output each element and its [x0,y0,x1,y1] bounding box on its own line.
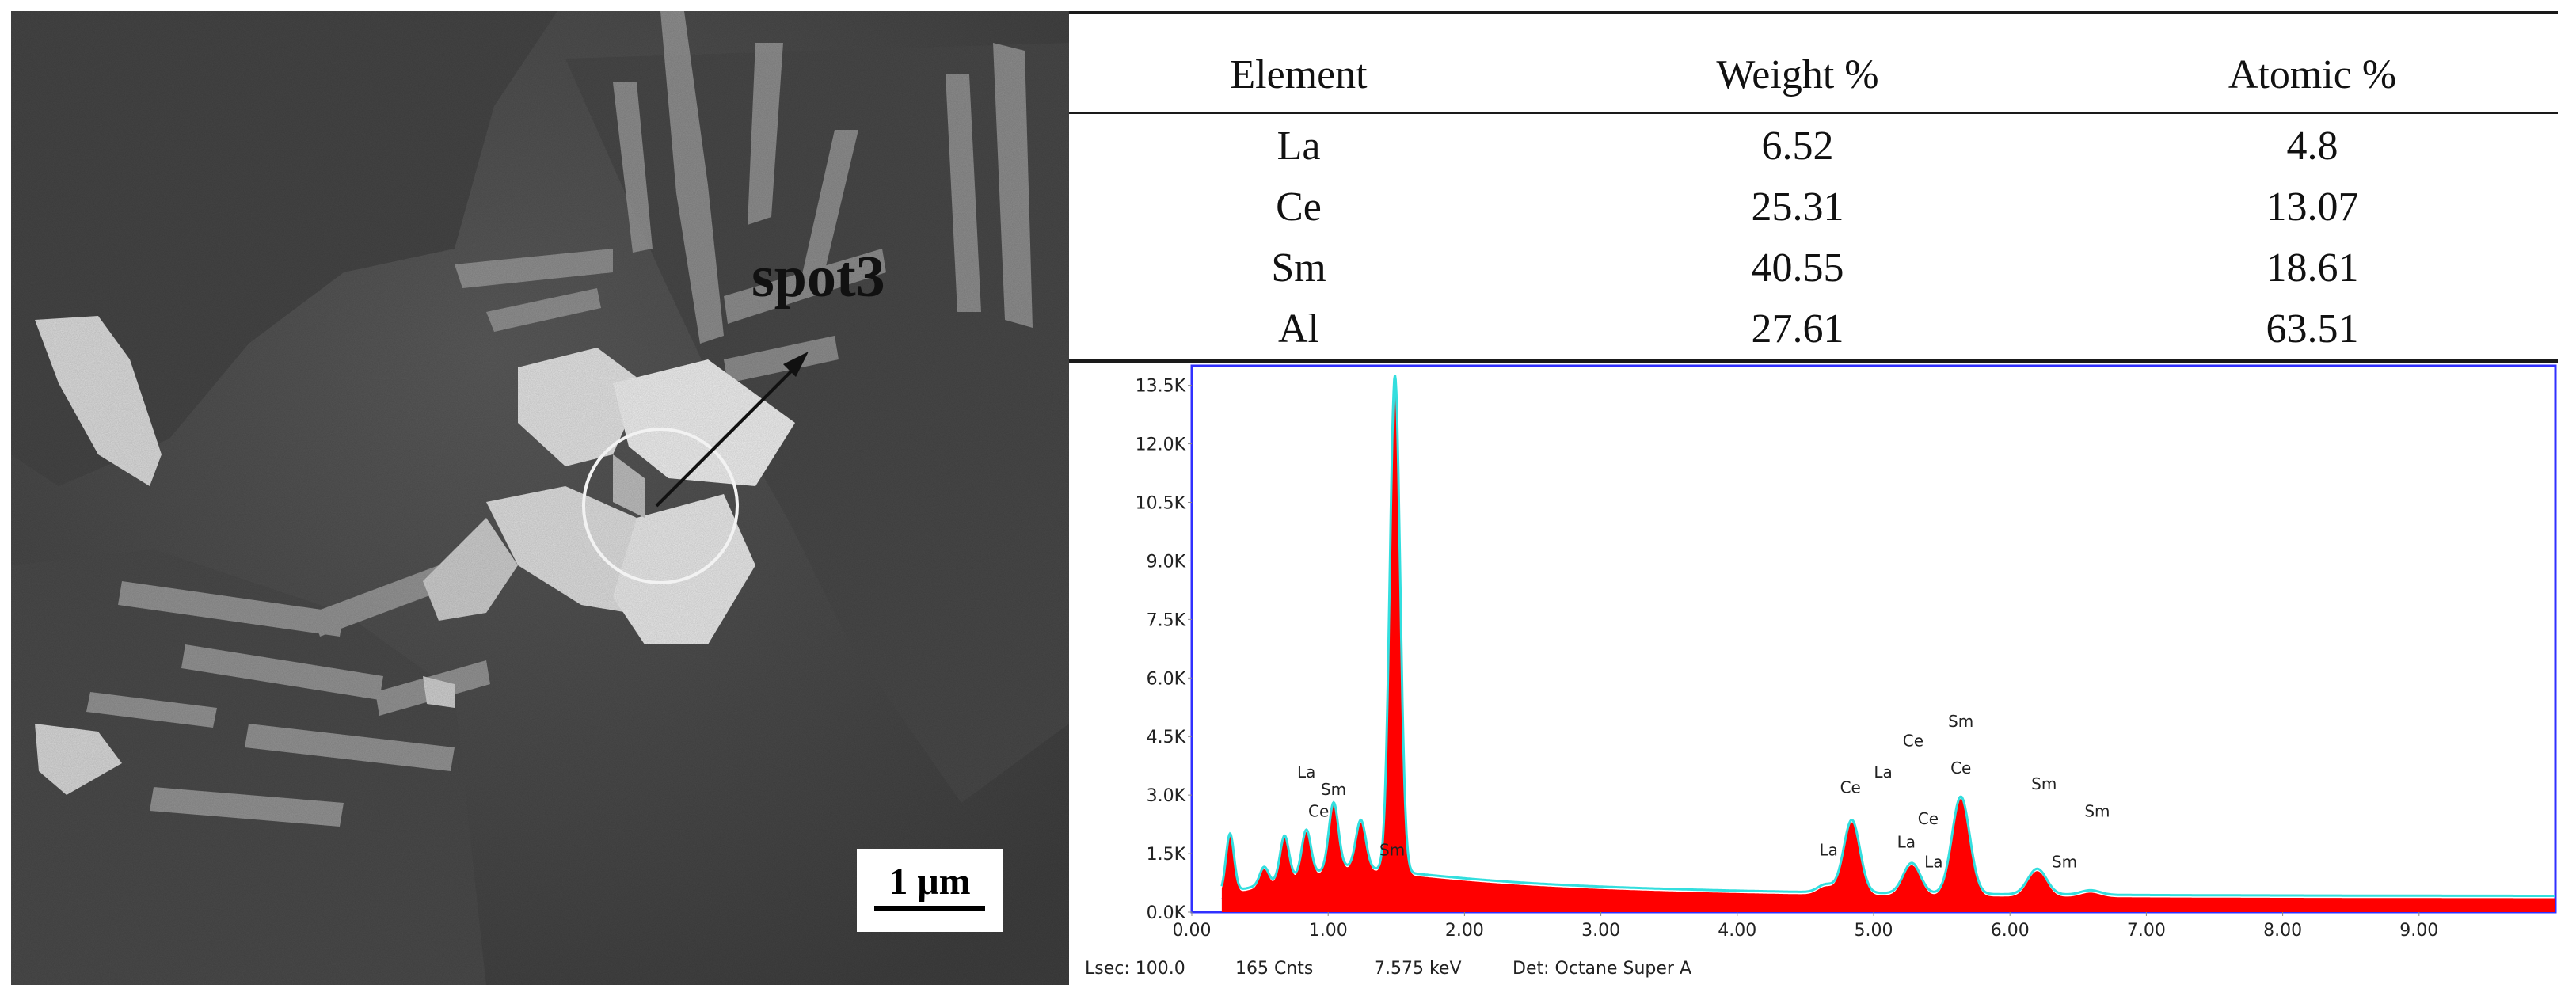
table-bottom-rule [1069,359,2558,363]
footer-det: Det: Octane Super A [1512,959,1691,979]
x-tick-label: 5.00 [1855,921,1893,941]
cell-element: La [1277,124,1321,169]
chart-frame [1190,364,2557,914]
y-tick-label: 13.5K [1136,377,1186,397]
peak-label: Ce [1840,778,1861,797]
peak-label: La [1924,852,1942,871]
scale-bar-box [857,849,1003,932]
table-top-rule [1069,11,2558,14]
y-tick-label: 10.5K [1136,494,1186,514]
cell-weight: 40.55 [1751,245,1844,291]
peak-label: La [1297,762,1315,781]
y-tick-label: 1.5K [1147,845,1186,865]
y-axis: 0.0K 1.5K 3.0K 4.5K 6.0K 7.5K 9.0K 10.5K 12.0K 13… [1136,377,1192,923]
peak-label: La [1897,833,1916,852]
cell-element: Sm [1271,245,1326,291]
cell-atomic: 13.07 [2266,184,2359,230]
cell-element: Al [1278,306,1319,352]
header-weight: Weight % [1716,52,1879,97]
footer-cnts: 165 Cnts [1235,959,1313,979]
x-tick-label: 0.00 [1173,921,1212,941]
spot-label: spot3 [751,245,885,310]
x-tick-label: 1.00 [1309,921,1348,941]
header-element: Element [1230,52,1368,97]
x-axis: 0.00 1.00 2.00 3.00 4.00 5.00 6.00 7.00 8.00 9.00 [1173,912,2438,941]
cell-weight: 27.61 [1751,306,1844,352]
footer-kev: 7.575 keV [1374,959,1462,979]
table-header-rule [1069,112,2558,114]
peak-label: Sm [1321,780,1346,799]
peak-label: Sm [2031,774,2057,793]
peak-label: La [1819,841,1837,860]
footer-lsec: Lsec: 100.0 [1085,959,1185,979]
peak-label: Ce [1903,732,1923,751]
y-tick-label: 3.0K [1147,786,1186,806]
spectrum-fill [1221,377,2555,912]
x-tick-label: 2.00 [1445,921,1484,941]
y-tick-label: 0.0K [1147,903,1186,923]
header-atomic: Atomic % [2228,52,2397,97]
y-tick-label: 7.5K [1147,610,1186,630]
peak-label: Ce [1308,801,1329,820]
peak-label: La [1874,762,1892,781]
y-tick-label: 6.0K [1147,669,1186,689]
cell-atomic: 4.8 [2286,124,2338,169]
cell-weight: 25.31 [1751,184,1844,230]
x-tick-label: 9.00 [2399,921,2438,941]
y-tick-label: 9.0K [1147,552,1186,572]
cell-atomic: 63.51 [2266,306,2359,352]
x-tick-label: 8.00 [2263,921,2302,941]
peak-label: Sm [1379,841,1405,860]
sem-micrograph: spot3 1 μm [11,11,1069,985]
peak-label: Sm [2084,801,2110,820]
spot-arrow [655,370,793,508]
y-tick-label: 12.0K [1136,435,1186,455]
cell-weight: 6.52 [1761,124,1834,169]
peak-label: Ce [1918,809,1939,828]
peak-labels: AlLaSmCeSmLaCeLaCeLaCeLaSmCeSmSmSm [1297,712,2110,871]
peak-label: Sm [2052,852,2077,871]
spectrum-footer: Lsec: 100.0 165 Cnts 7.575 keV Det: Octa… [1085,959,1691,979]
spectrum-outline [1220,375,2555,897]
cell-atomic: 18.61 [2266,245,2359,291]
peak-label: Sm [1948,712,1973,731]
x-tick-label: 6.00 [1991,921,2030,941]
x-tick-label: 4.00 [1718,921,1756,941]
spot-arrow-head [783,352,809,377]
cell-element: Ce [1276,184,1322,230]
y-tick-label: 4.5K [1147,728,1186,747]
x-tick-label: 3.00 [1581,921,1620,941]
peak-label: Ce [1950,759,1971,778]
x-tick-label: 7.00 [2127,921,2166,941]
scale-bar-label: 1 μm [888,861,970,903]
eds-spectrum-chart: 0.0K 1.5K 3.0K 4.5K 6.0K 7.5K 9.0K 10.5K 12.0K 13… [1085,364,2557,979]
spot-marker-circle [582,428,739,584]
